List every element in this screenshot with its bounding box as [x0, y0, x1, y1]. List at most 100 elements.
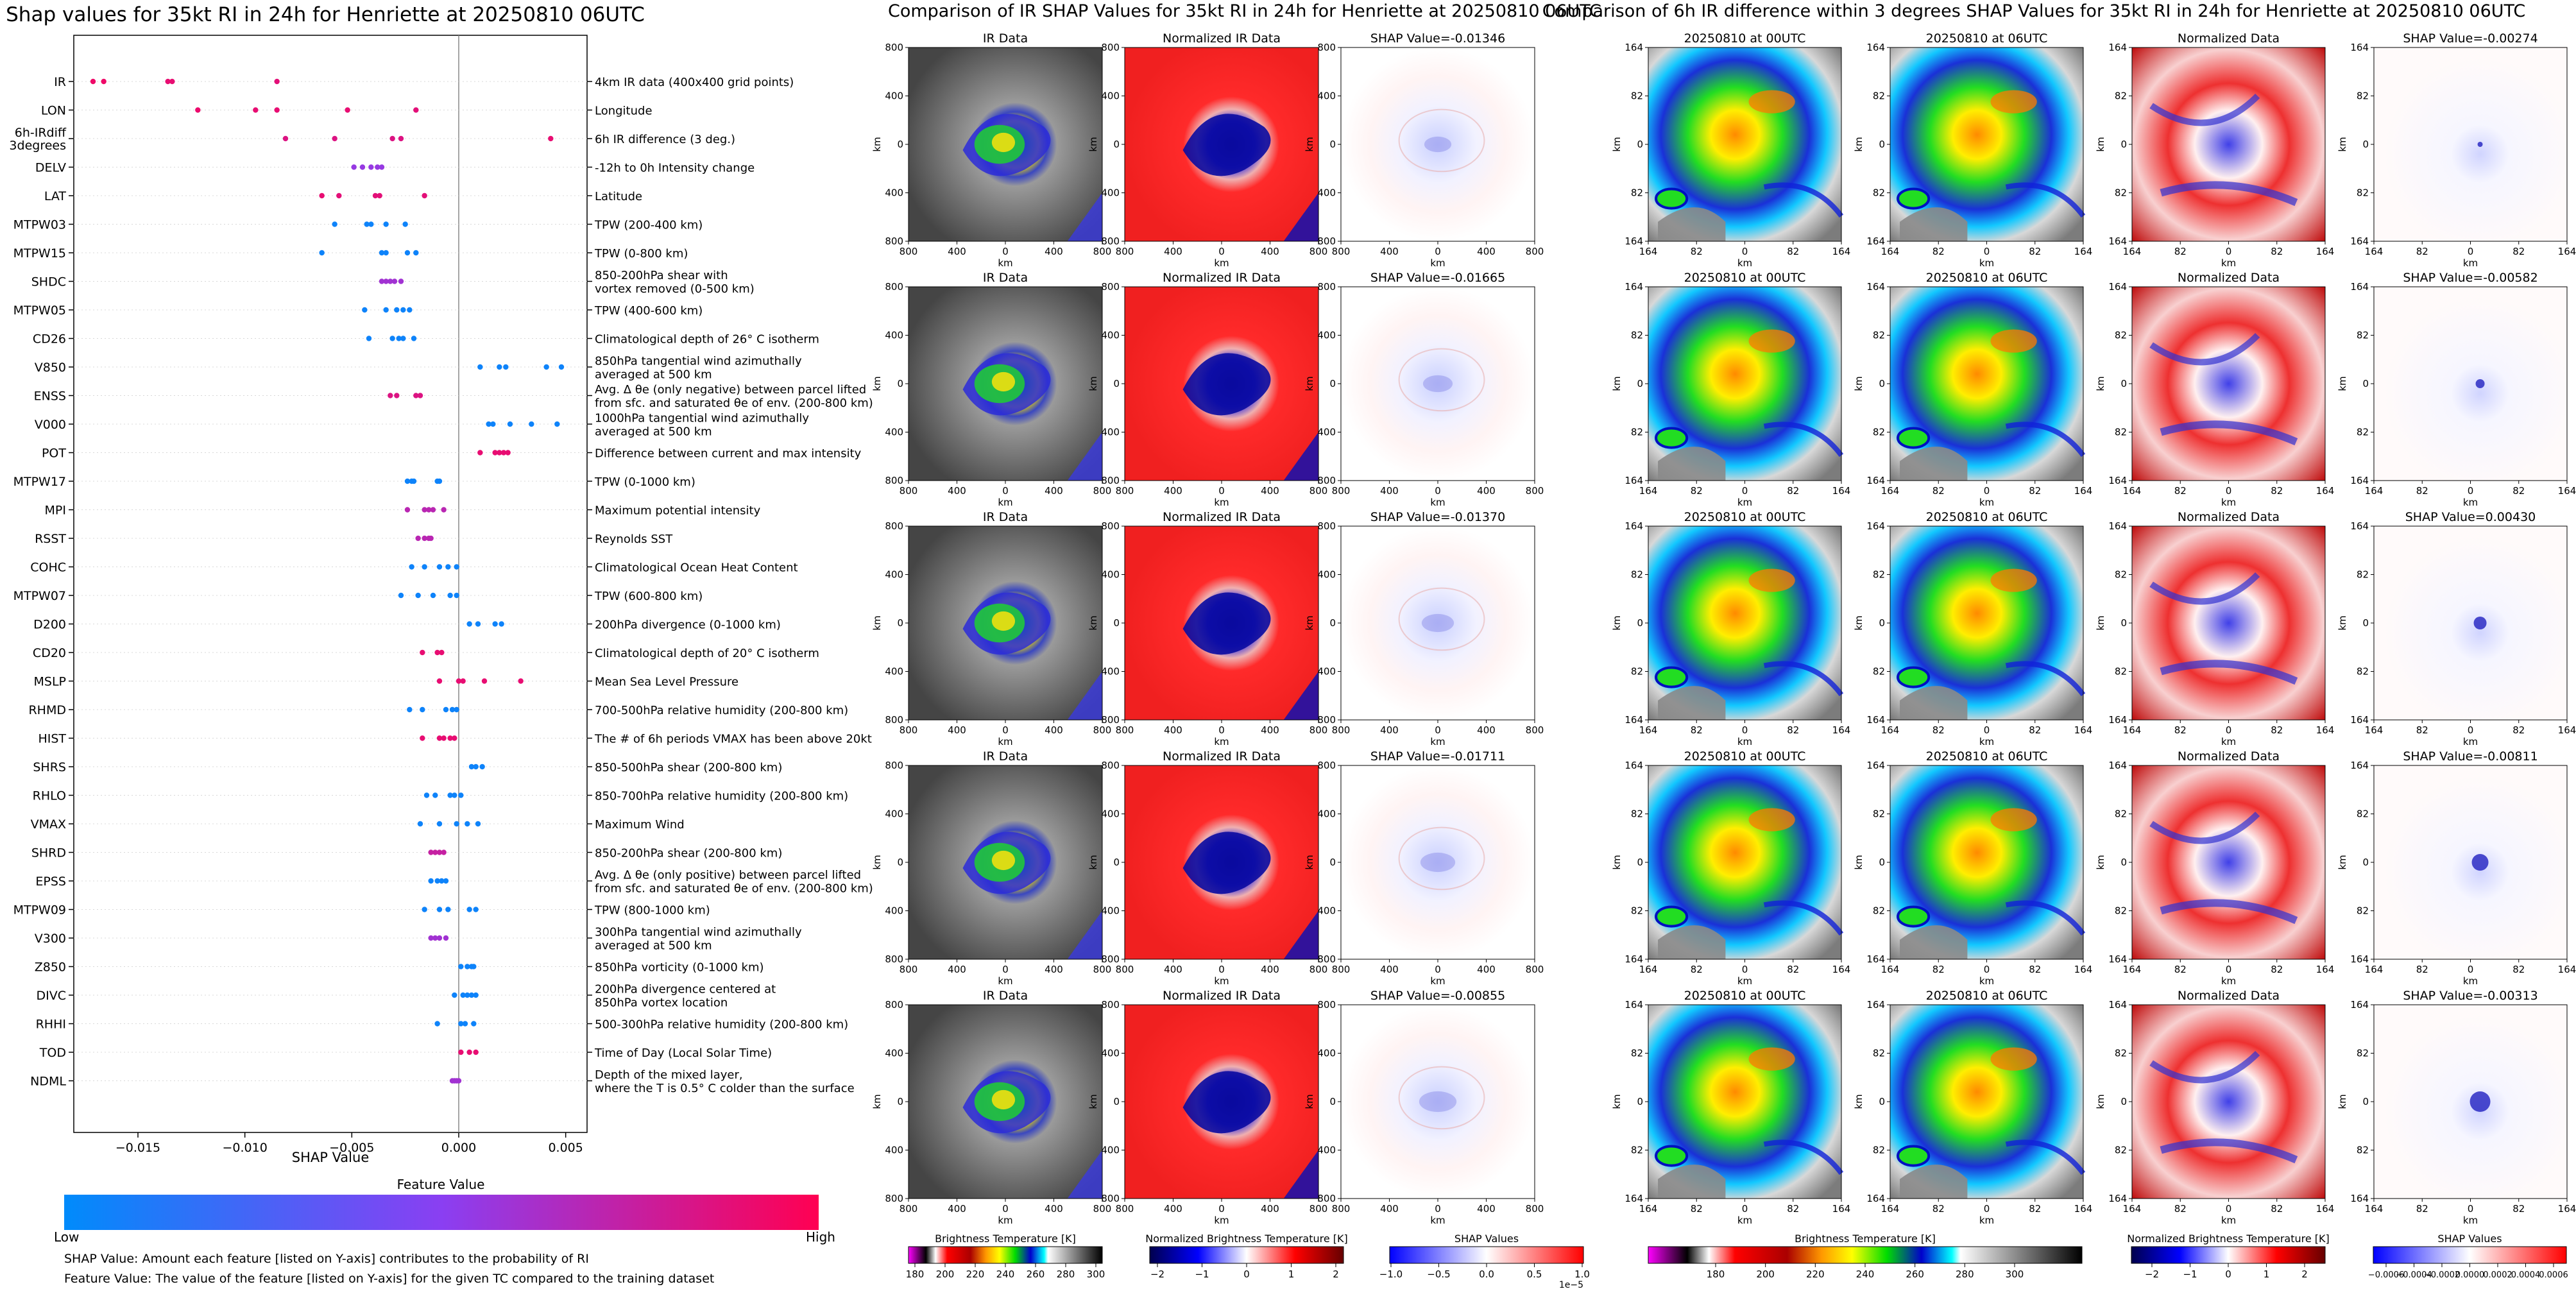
- img-x-tick-label: 164: [1832, 246, 1851, 257]
- img-x-tick-label: 164: [2123, 724, 2142, 736]
- img-x-tick-label: 400: [1261, 724, 1279, 736]
- feature-name-label: V300: [35, 932, 66, 946]
- img-x-tick-label: 800: [900, 485, 918, 497]
- subplot-title: IR Data: [983, 989, 1028, 1003]
- colorbar-gradient: [2373, 1246, 2567, 1264]
- shap-point: [452, 992, 457, 998]
- shap-point: [449, 706, 456, 713]
- shap-point: [332, 221, 337, 227]
- img-y-tick-label: 0: [897, 1096, 903, 1107]
- shap-point: [383, 278, 389, 284]
- img-x-tick-label: 800: [1332, 485, 1351, 497]
- warm-cell: [1748, 329, 1795, 353]
- shap-point: [479, 764, 485, 770]
- shap-point: [441, 849, 447, 855]
- diff-panel-colorbars: Brightness Temperature [K] 180 200 220 240 26…: [1648, 1233, 2568, 1280]
- feature-name-label: RHMD: [28, 703, 66, 717]
- img-y-tick-label: 164: [2350, 520, 2369, 532]
- img-y-tick-label: 164: [2108, 1193, 2127, 1204]
- img-x-axis-label: km: [1430, 975, 1445, 987]
- shap-point: [466, 907, 472, 912]
- subplot-title: 20250810 at 00UTC: [1684, 271, 1806, 285]
- colorbar-label: Brightness Temperature [K]: [935, 1233, 1076, 1245]
- img-x-tick-label: 800: [1526, 1203, 1544, 1215]
- img-x-tick-label: 164: [1832, 1203, 1851, 1215]
- img-x-tick-label: 164: [1639, 724, 1658, 736]
- img-x-tick-label: 400: [1164, 724, 1182, 736]
- img-y-tick-label: 400: [1317, 666, 1336, 678]
- img-x-tick-label: 400: [948, 246, 966, 257]
- feature-name-label: MSLP: [34, 675, 67, 689]
- feature-description: TPW (600-800 km): [594, 590, 703, 603]
- colorbar-high-label: High: [806, 1229, 835, 1245]
- feature-description: Time of Day (Local Solar Time): [594, 1046, 772, 1060]
- shap-point: [415, 535, 421, 542]
- shap-point: [441, 507, 447, 513]
- img-y-tick-label: 0: [2120, 857, 2127, 868]
- shap-point: [436, 849, 443, 855]
- shap-x-axis: −0.015 −0.010 −0.005 0.000 0.005: [115, 1132, 583, 1155]
- storm-eye-region: [991, 850, 1016, 871]
- subplot-title: 20250810 at 00UTC: [1684, 749, 1806, 764]
- shap-point: [436, 564, 443, 570]
- subplot-image: [1890, 47, 2083, 241]
- band-stripe: [1763, 422, 1844, 457]
- colorbar-tick-label: 260: [1027, 1268, 1045, 1280]
- img-x-axis-label: km: [2463, 1215, 2478, 1226]
- shap-point: [436, 678, 443, 684]
- img-y-tick-label: 164: [2350, 760, 2369, 771]
- shap-point: [497, 364, 502, 370]
- img-y-tick-label: 400: [1101, 90, 1120, 102]
- shap-point: [548, 135, 554, 142]
- subplot-title: 20250810 at 00UTC: [1684, 510, 1806, 524]
- img-y-tick-label: 400: [1101, 569, 1120, 581]
- img-x-tick-label: 164: [1832, 964, 1851, 975]
- img-x-tick-label: 400: [1380, 485, 1399, 497]
- img-x-axis-label: km: [998, 1215, 1012, 1226]
- img-x-tick-label: 164: [2123, 246, 2142, 257]
- subplot-image: [2374, 765, 2567, 959]
- shap-point: [366, 336, 372, 341]
- img-y-tick-label: 82: [2357, 187, 2369, 199]
- shap-point: [454, 821, 459, 827]
- shap-point: [379, 164, 385, 170]
- warm-cell: [1748, 808, 1795, 832]
- storm-eye-region: [991, 371, 1016, 392]
- feature-description: from sfc. and saturated θe of env. (200-…: [595, 397, 873, 410]
- img-y-tick-label: 800: [885, 281, 903, 293]
- shap-point: [430, 592, 436, 599]
- shap-blob: [2477, 142, 2483, 147]
- shap-point: [436, 907, 443, 912]
- img-y-axis-label: km: [2337, 615, 2348, 630]
- band-stripe: [2005, 1140, 2086, 1175]
- warm-cell: [1748, 568, 1795, 592]
- shap-point: [481, 678, 488, 684]
- subplot-image: [2374, 47, 2567, 241]
- img-x-tick-label: 82: [1691, 724, 1703, 736]
- img-x-tick-label: 800: [1526, 485, 1544, 497]
- subplot-image: [1648, 1005, 1841, 1199]
- shap-point: [420, 706, 425, 713]
- img-x-axis-label: km: [1214, 736, 1229, 747]
- feature-name-label: RHLO: [33, 789, 66, 803]
- feature-name-label: SHRS: [33, 760, 66, 774]
- img-x-axis-label: km: [1430, 497, 1445, 508]
- feature-name-label: 6h-IRdiff: [15, 126, 67, 140]
- img-y-tick-label: 82: [2115, 1048, 2127, 1059]
- img-x-tick-label: 0: [1742, 724, 1748, 736]
- shap-point: [253, 107, 259, 113]
- img-y-axis-label: km: [2337, 855, 2348, 869]
- edge-cloud: [1067, 1150, 1102, 1199]
- shap-point: [422, 564, 427, 570]
- shap-point: [413, 107, 419, 113]
- band-stripe: [1763, 1140, 1844, 1175]
- img-y-tick-label: 0: [1879, 857, 1885, 868]
- img-y-tick-label: 0: [897, 378, 903, 389]
- shap-point: [411, 478, 417, 484]
- band-stripe: [2005, 900, 2086, 936]
- img-y-tick-label: 164: [1625, 1193, 1643, 1204]
- shap-ring: [1398, 587, 1485, 651]
- feature-name-label: 3degrees: [9, 139, 66, 153]
